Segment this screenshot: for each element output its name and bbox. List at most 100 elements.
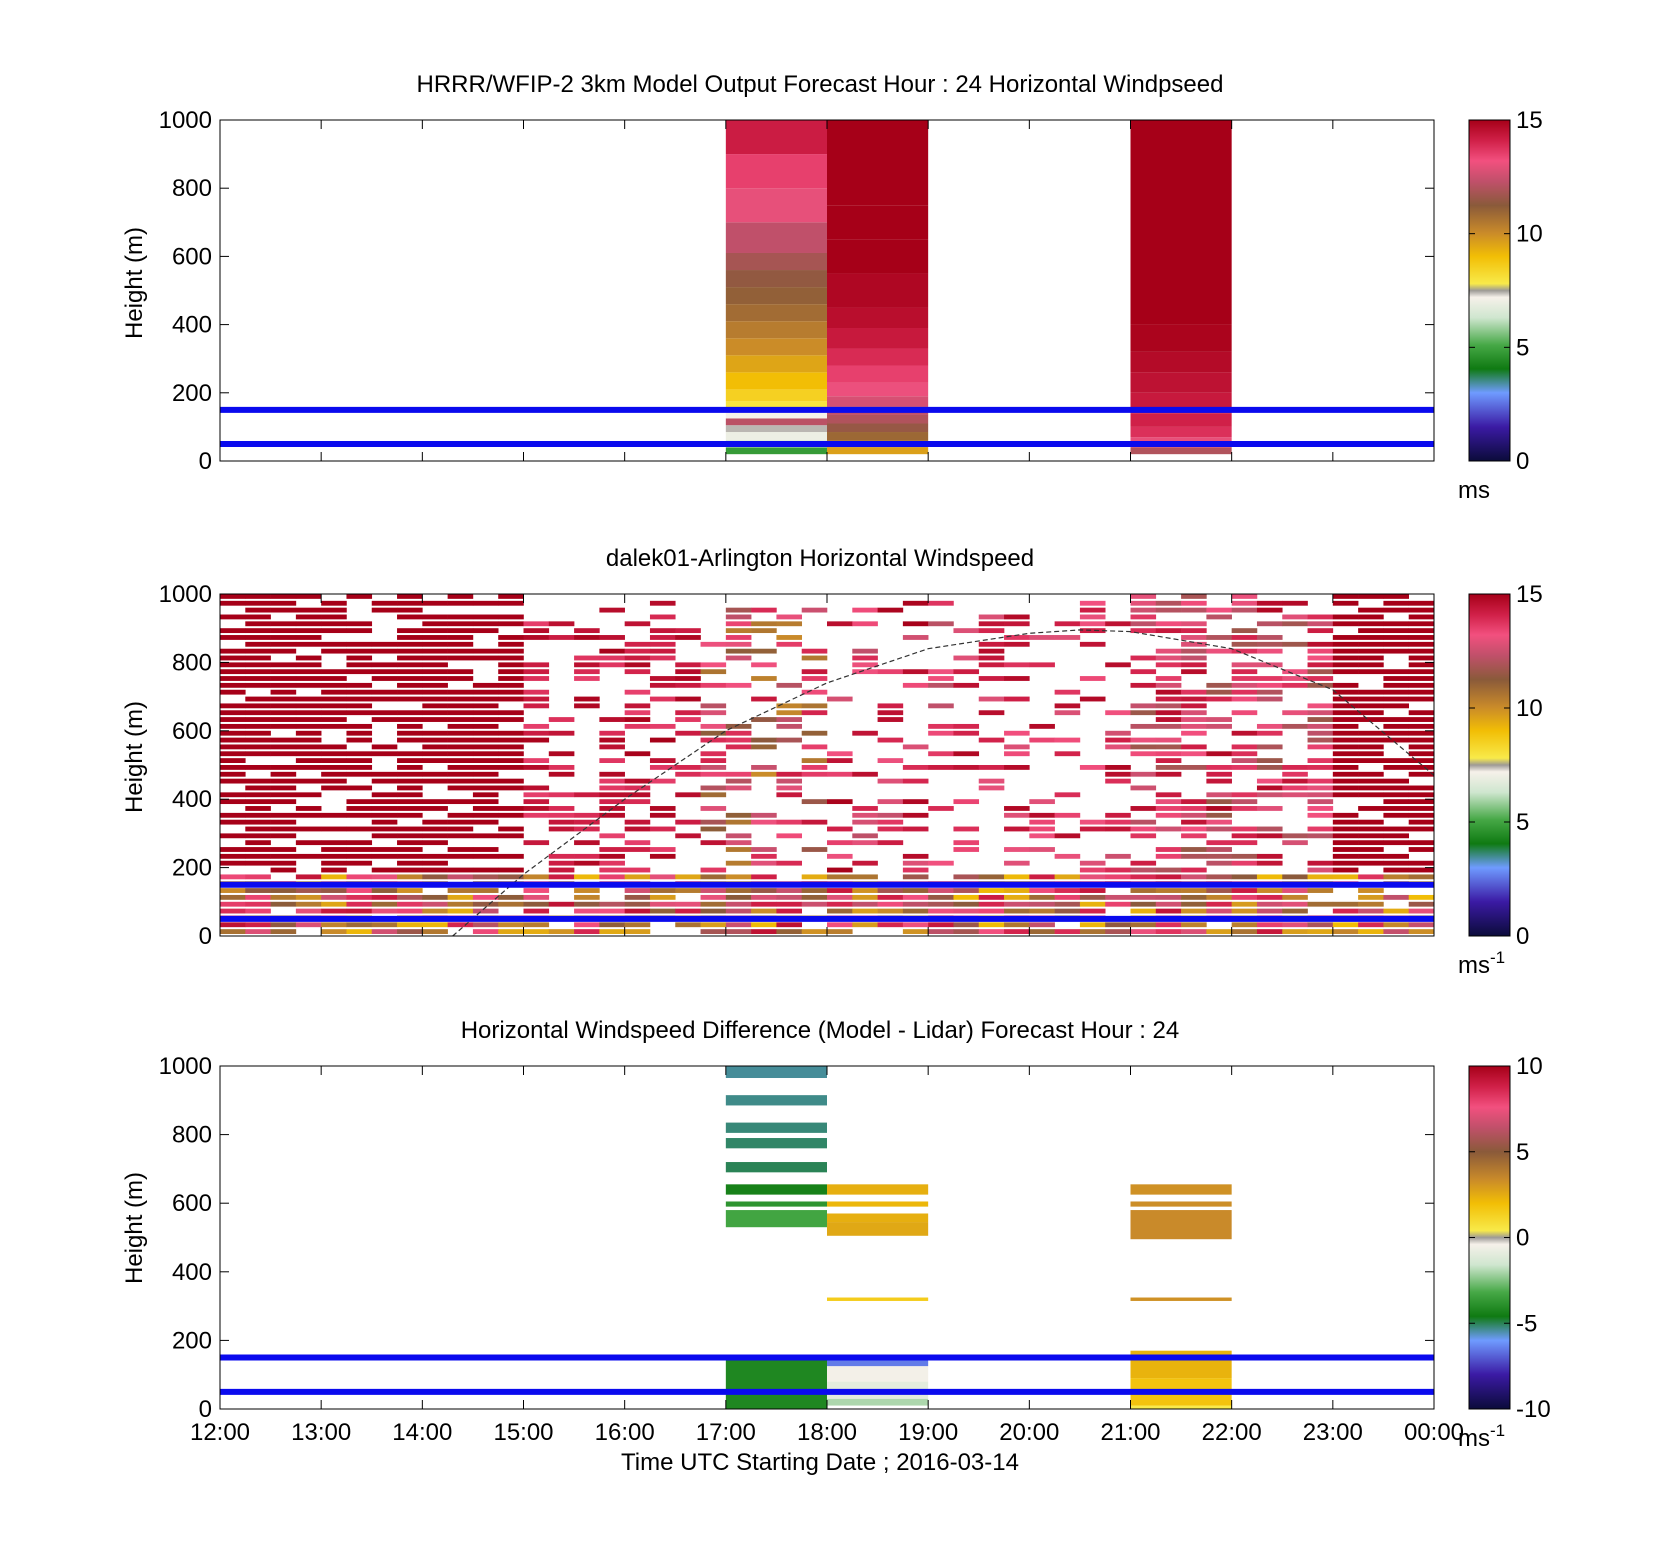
heatmap-cell: [245, 908, 271, 914]
heatmap-cell: [1408, 648, 1435, 654]
heatmap-cell: [447, 655, 474, 661]
heatmap-cell: [700, 929, 727, 934]
heatmap-cell: [827, 771, 853, 777]
heatmap-cell: [1383, 635, 1410, 640]
heatmap-cell: [1256, 908, 1283, 914]
heatmap-cell: [725, 408, 827, 419]
heatmap-cell: [700, 874, 727, 880]
heatmap-cell: [877, 901, 904, 907]
heatmap-cell: [978, 888, 1005, 893]
heatmap-cell: [1383, 758, 1410, 763]
heatmap-cell: [1383, 799, 1410, 805]
x-tick-label: 14:00: [392, 1419, 452, 1446]
heatmap-cell: [599, 847, 625, 852]
heatmap-cell: [1332, 669, 1359, 675]
heatmap-cell: [1155, 682, 1182, 688]
heatmap-cell: [422, 614, 448, 620]
heatmap-cell: [1130, 324, 1232, 352]
heatmap-cell: [1408, 662, 1435, 668]
heatmap-cell: [1029, 908, 1055, 914]
heatmap-cell: [1256, 600, 1283, 606]
heatmap-cell: [1004, 635, 1030, 640]
heatmap-cell: [321, 710, 347, 716]
boundary-layer-curve: [452, 629, 1435, 937]
heatmap-cell: [397, 833, 423, 839]
heatmap-cell: [978, 765, 1005, 770]
heatmap-cell: [852, 901, 878, 907]
heatmap-cell: [1231, 765, 1258, 770]
heatmap-cell: [599, 860, 625, 866]
heatmap-cell: [700, 723, 727, 729]
heatmap-cell: [827, 432, 929, 441]
heatmap-cell: [978, 874, 1005, 880]
heatmap-cell: [953, 888, 980, 893]
heatmap-cell: [1206, 689, 1232, 695]
heatmap-cell: [1358, 908, 1384, 914]
heatmap-cell: [1004, 751, 1030, 757]
heatmap-cell: [1079, 874, 1106, 880]
heatmap-cell: [827, 328, 929, 349]
y-tick-label: 1000: [159, 581, 212, 608]
heatmap-cell: [649, 888, 676, 893]
heatmap-cell: [548, 819, 575, 825]
heatmap-cell: [321, 812, 347, 818]
heatmap-cell: [1307, 867, 1334, 873]
heatmap-cell: [245, 778, 271, 784]
heatmap-cell: [928, 929, 954, 934]
heatmap-cell: [599, 730, 625, 736]
heatmap-cell: [1029, 922, 1055, 928]
heatmap-cell: [751, 696, 777, 702]
heatmap-cell: [1079, 894, 1106, 900]
heatmap-cell: [1358, 689, 1384, 695]
heatmap-cell: [1256, 806, 1283, 811]
heatmap-cell: [827, 205, 929, 240]
heatmap-cell: [675, 833, 701, 839]
heatmap-cell: [1383, 765, 1410, 770]
x-tick-label: 16:00: [595, 1419, 655, 1446]
heatmap-cell: [220, 888, 246, 893]
heatmap-cell: [725, 840, 752, 846]
heatmap-cell: [725, 321, 827, 339]
heatmap-cell: [270, 799, 297, 805]
heatmap-cell: [346, 922, 373, 928]
heatmap-cell: [827, 1297, 929, 1301]
heatmap-cell: [295, 840, 322, 846]
heatmap-cell: [1181, 929, 1207, 934]
heatmap-cell: [220, 833, 246, 839]
heatmap-cell: [1004, 922, 1030, 928]
heatmap-cell: [1130, 1210, 1232, 1240]
y-axis-label: Height (m): [121, 227, 148, 339]
heatmap-cell: [397, 860, 423, 866]
heatmap-cell: [498, 676, 524, 681]
heatmap-cell: [1155, 799, 1182, 805]
heatmap-cell: [295, 888, 322, 893]
heatmap-cell: [574, 703, 600, 709]
heatmap-cell: [422, 778, 448, 784]
heatmap-cell: [725, 154, 827, 189]
colorbar-tick-label: 5: [1516, 1139, 1529, 1166]
heatmap-cell: [346, 908, 373, 914]
heatmap-cell: [1408, 785, 1435, 791]
heatmap-cell: [346, 655, 373, 661]
heatmap-cell: [1079, 607, 1106, 613]
heatmap-cell: [245, 765, 271, 770]
heatmap-cell: [902, 682, 929, 688]
heatmap-cell: [827, 929, 853, 934]
heatmap-cell: [1307, 710, 1334, 716]
heatmap-cell: [1130, 372, 1232, 393]
heatmap-cell: [472, 655, 499, 661]
heatmap-cell: [245, 669, 271, 675]
heatmap-cell: [574, 635, 600, 640]
heatmap-cell: [346, 751, 373, 757]
heatmap-cell: [649, 874, 676, 880]
heatmap-cell: [1105, 765, 1131, 770]
heatmap-cell: [649, 676, 676, 681]
heatmap-cell: [1307, 758, 1334, 763]
heatmap-cell: [725, 1122, 827, 1133]
heatmap-cell: [447, 922, 474, 928]
heatmap-cell: [1206, 682, 1232, 688]
heatmap-cell: [1181, 723, 1207, 729]
heatmap-cell: [1029, 812, 1055, 818]
heatmap-cell: [1256, 833, 1283, 839]
